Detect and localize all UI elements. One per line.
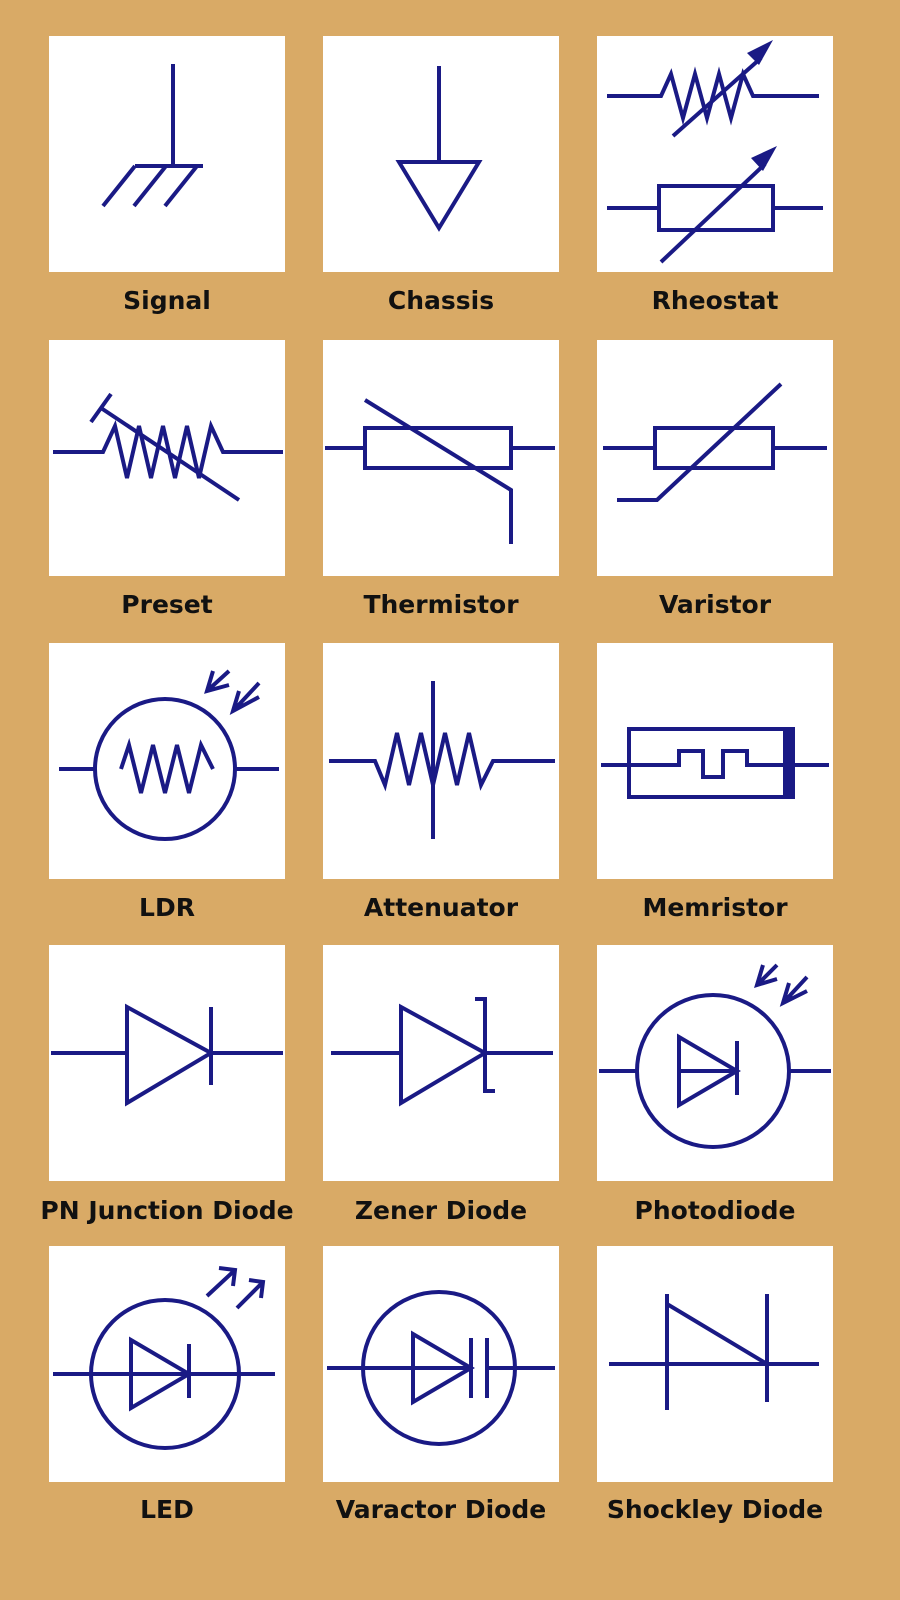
label-chassis: Chassis — [387, 286, 495, 315]
label-preset: Preset — [121, 590, 213, 619]
zener-diode-icon — [331, 997, 553, 1107]
label-memristor: Memristor — [642, 893, 788, 922]
photodiode-symbol — [597, 945, 833, 1181]
rheostat-icon — [607, 40, 823, 264]
preset-symbol — [49, 340, 285, 576]
label-photodiode: Photodiode — [634, 1196, 796, 1225]
photodiode-icon — [599, 963, 831, 1149]
label-thermistor: Thermistor — [363, 590, 519, 619]
varactor-diode-icon — [327, 1290, 555, 1446]
shockley-diode-symbol — [597, 1246, 833, 1482]
preset-icon — [53, 392, 283, 502]
zener-diode-symbol — [323, 945, 559, 1181]
label-signal: Signal — [123, 286, 211, 315]
memristor-symbol — [597, 643, 833, 879]
rheostat-symbol — [597, 36, 833, 272]
signal-ground-icon — [101, 64, 203, 208]
varistor-symbol — [597, 340, 833, 576]
label-attenuator: Attenuator — [363, 893, 519, 922]
attenuator-symbol — [323, 643, 559, 879]
label-led: LED — [140, 1495, 194, 1524]
label-varistor: Varistor — [658, 590, 772, 619]
chassis-ground-symbol — [323, 36, 559, 272]
label-pn-junction-diode: PN Junction Diode — [40, 1196, 294, 1225]
pn-diode-icon — [51, 1003, 283, 1107]
varistor-icon — [603, 382, 827, 502]
label-rheostat: Rheostat — [651, 286, 779, 315]
thermistor-symbol — [323, 340, 559, 576]
label-varactor-diode: Varactor Diode — [335, 1495, 547, 1524]
led-icon — [53, 1266, 275, 1450]
label-ldr: LDR — [139, 893, 195, 922]
signal-ground-symbol — [49, 36, 285, 272]
thermistor-icon — [325, 398, 555, 544]
pn-junction-diode-symbol — [49, 945, 285, 1181]
ldr-symbol — [49, 643, 285, 879]
shockley-diode-icon — [609, 1294, 819, 1410]
ldr-icon — [59, 669, 279, 841]
label-shockley-diode: Shockley Diode — [606, 1495, 824, 1524]
chassis-ground-icon — [395, 66, 483, 232]
attenuator-icon — [329, 681, 555, 839]
varactor-diode-symbol — [323, 1246, 559, 1482]
led-symbol — [49, 1246, 285, 1482]
label-zener-diode: Zener Diode — [354, 1196, 528, 1225]
memristor-icon — [601, 727, 829, 799]
